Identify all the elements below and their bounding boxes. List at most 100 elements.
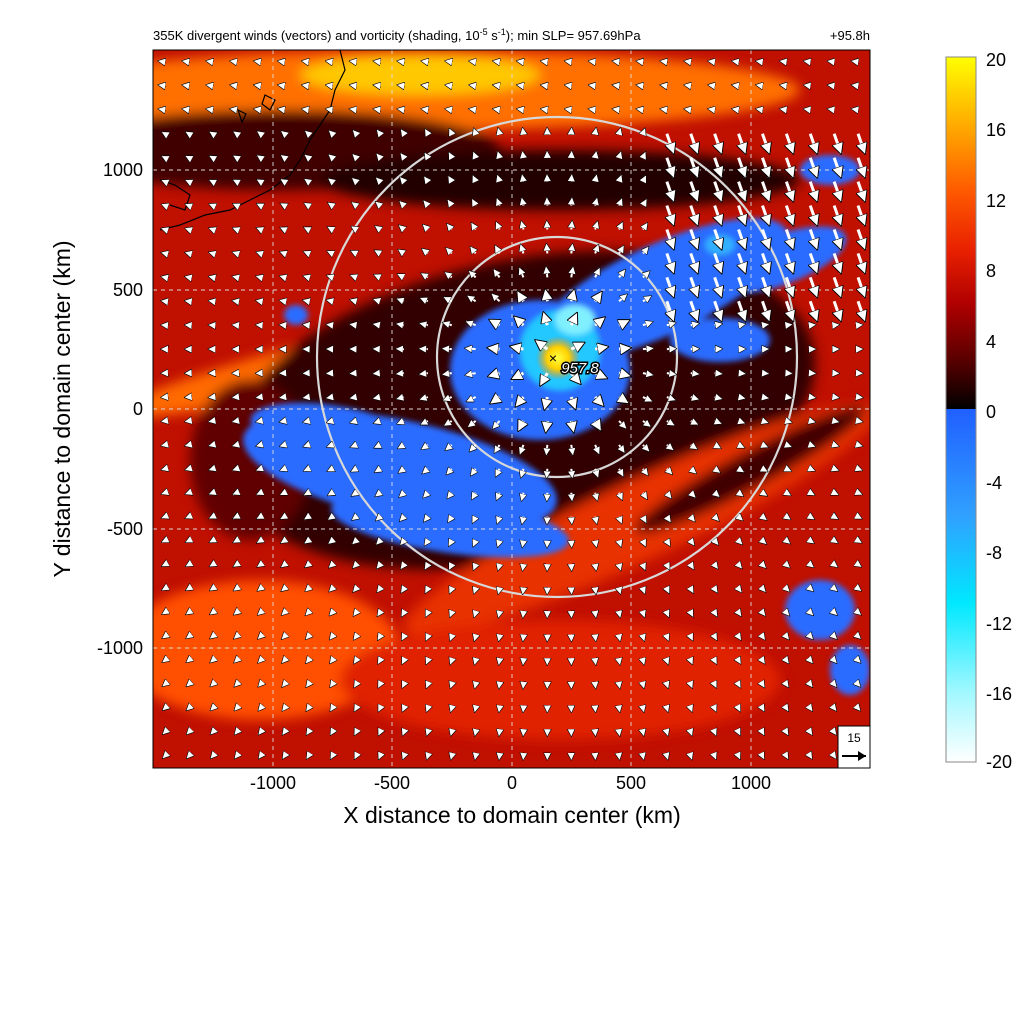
wind-vector <box>185 179 188 182</box>
wind-vector <box>373 324 380 325</box>
wind-vector <box>732 85 739 86</box>
wind-vector <box>448 200 452 206</box>
x-tick-label: 0 <box>507 773 517 793</box>
wind-vector <box>158 109 165 110</box>
wind-vector <box>427 732 428 736</box>
wind-vector <box>619 222 624 229</box>
wind-vector <box>354 660 356 663</box>
wind-vector <box>804 61 811 62</box>
wind-vector <box>595 245 598 254</box>
range-ring-outer <box>315 115 799 599</box>
wind-vector <box>612 61 619 62</box>
wind-vector <box>350 300 356 302</box>
wind-vector <box>834 276 841 297</box>
wind-vector <box>522 565 523 571</box>
y-tick-label: -1000 <box>97 638 143 658</box>
wind-vector <box>810 732 812 735</box>
wind-vector <box>595 175 597 182</box>
wind-vector <box>234 612 237 614</box>
wind-vector <box>858 612 861 615</box>
wind-vector <box>279 300 284 301</box>
wind-vector <box>447 224 452 230</box>
wind-vector <box>708 61 715 62</box>
wind-vector <box>354 636 357 640</box>
wind-vector <box>232 421 236 422</box>
wind-vector <box>595 198 597 206</box>
wind-vector <box>810 756 813 759</box>
colorbar-tick-label: 12 <box>986 191 1006 211</box>
wind-vector <box>762 445 768 447</box>
wind-vector <box>490 397 499 404</box>
wind-vector <box>520 244 523 254</box>
wind-vector <box>233 469 237 470</box>
wind-vector <box>810 397 815 398</box>
wind-vector <box>786 612 789 615</box>
wind-vector <box>667 636 669 640</box>
wind-vector <box>402 684 404 688</box>
wind-vector <box>303 421 308 422</box>
wind-vector <box>400 636 404 640</box>
wind-vector <box>762 636 765 639</box>
wind-vector <box>186 589 189 592</box>
wind-vector <box>636 61 643 62</box>
wind-vector <box>739 205 746 226</box>
wind-vector <box>643 565 645 571</box>
wind-vector <box>715 445 721 450</box>
wind-vector <box>421 109 428 110</box>
wind-vector <box>234 636 237 638</box>
wind-vector <box>278 61 285 62</box>
wind-vector <box>350 397 356 398</box>
wind-vector <box>280 493 284 496</box>
wind-vector <box>715 229 722 250</box>
wind-vector <box>691 300 698 321</box>
wind-vector <box>595 397 603 406</box>
wind-vector <box>739 708 742 711</box>
wind-vector <box>571 421 574 432</box>
wind-vector <box>185 228 189 229</box>
wind-vector <box>257 565 260 567</box>
wind-vector <box>715 732 716 736</box>
wind-vector <box>667 276 674 297</box>
wind-vector <box>834 541 838 543</box>
wind-vector <box>352 202 356 205</box>
wind-vector <box>523 128 524 134</box>
wind-vector <box>470 223 475 230</box>
wind-vector <box>419 323 429 325</box>
wind-vector <box>303 251 308 253</box>
wind-vector <box>858 421 863 422</box>
wind-vector <box>257 589 260 591</box>
wind-vector <box>397 61 404 62</box>
wind-vector <box>352 541 356 545</box>
wind-vector <box>715 276 722 297</box>
wind-vector <box>810 421 815 422</box>
wind-vector <box>521 468 524 478</box>
wind-vector <box>162 517 165 518</box>
wind-vector <box>234 660 237 662</box>
wind-vector <box>715 636 718 640</box>
wind-vector <box>353 708 356 711</box>
wind-vector <box>162 589 165 592</box>
wind-vector <box>691 589 695 594</box>
wind-vector <box>469 61 476 62</box>
wind-vector <box>851 85 858 86</box>
wind-vector <box>739 373 746 374</box>
wind-vector <box>471 199 476 206</box>
wind-vector <box>187 756 189 758</box>
wind-vector <box>643 247 648 254</box>
wind-vector <box>471 517 475 523</box>
wind-vector <box>474 612 476 617</box>
wind-vector <box>446 248 452 254</box>
wind-vector <box>858 493 862 495</box>
plot-frame <box>152 49 871 769</box>
wind-vector <box>762 373 768 374</box>
wind-vector <box>182 61 189 62</box>
wind-vector <box>258 684 260 687</box>
wind-vector <box>739 660 742 664</box>
wind-vector <box>471 469 476 476</box>
wind-vector <box>353 565 356 569</box>
wind-vector <box>161 228 165 229</box>
wind-vector <box>327 225 332 230</box>
wind-vector <box>278 85 285 86</box>
wind-vector <box>401 153 404 157</box>
wind-vector <box>210 708 212 710</box>
